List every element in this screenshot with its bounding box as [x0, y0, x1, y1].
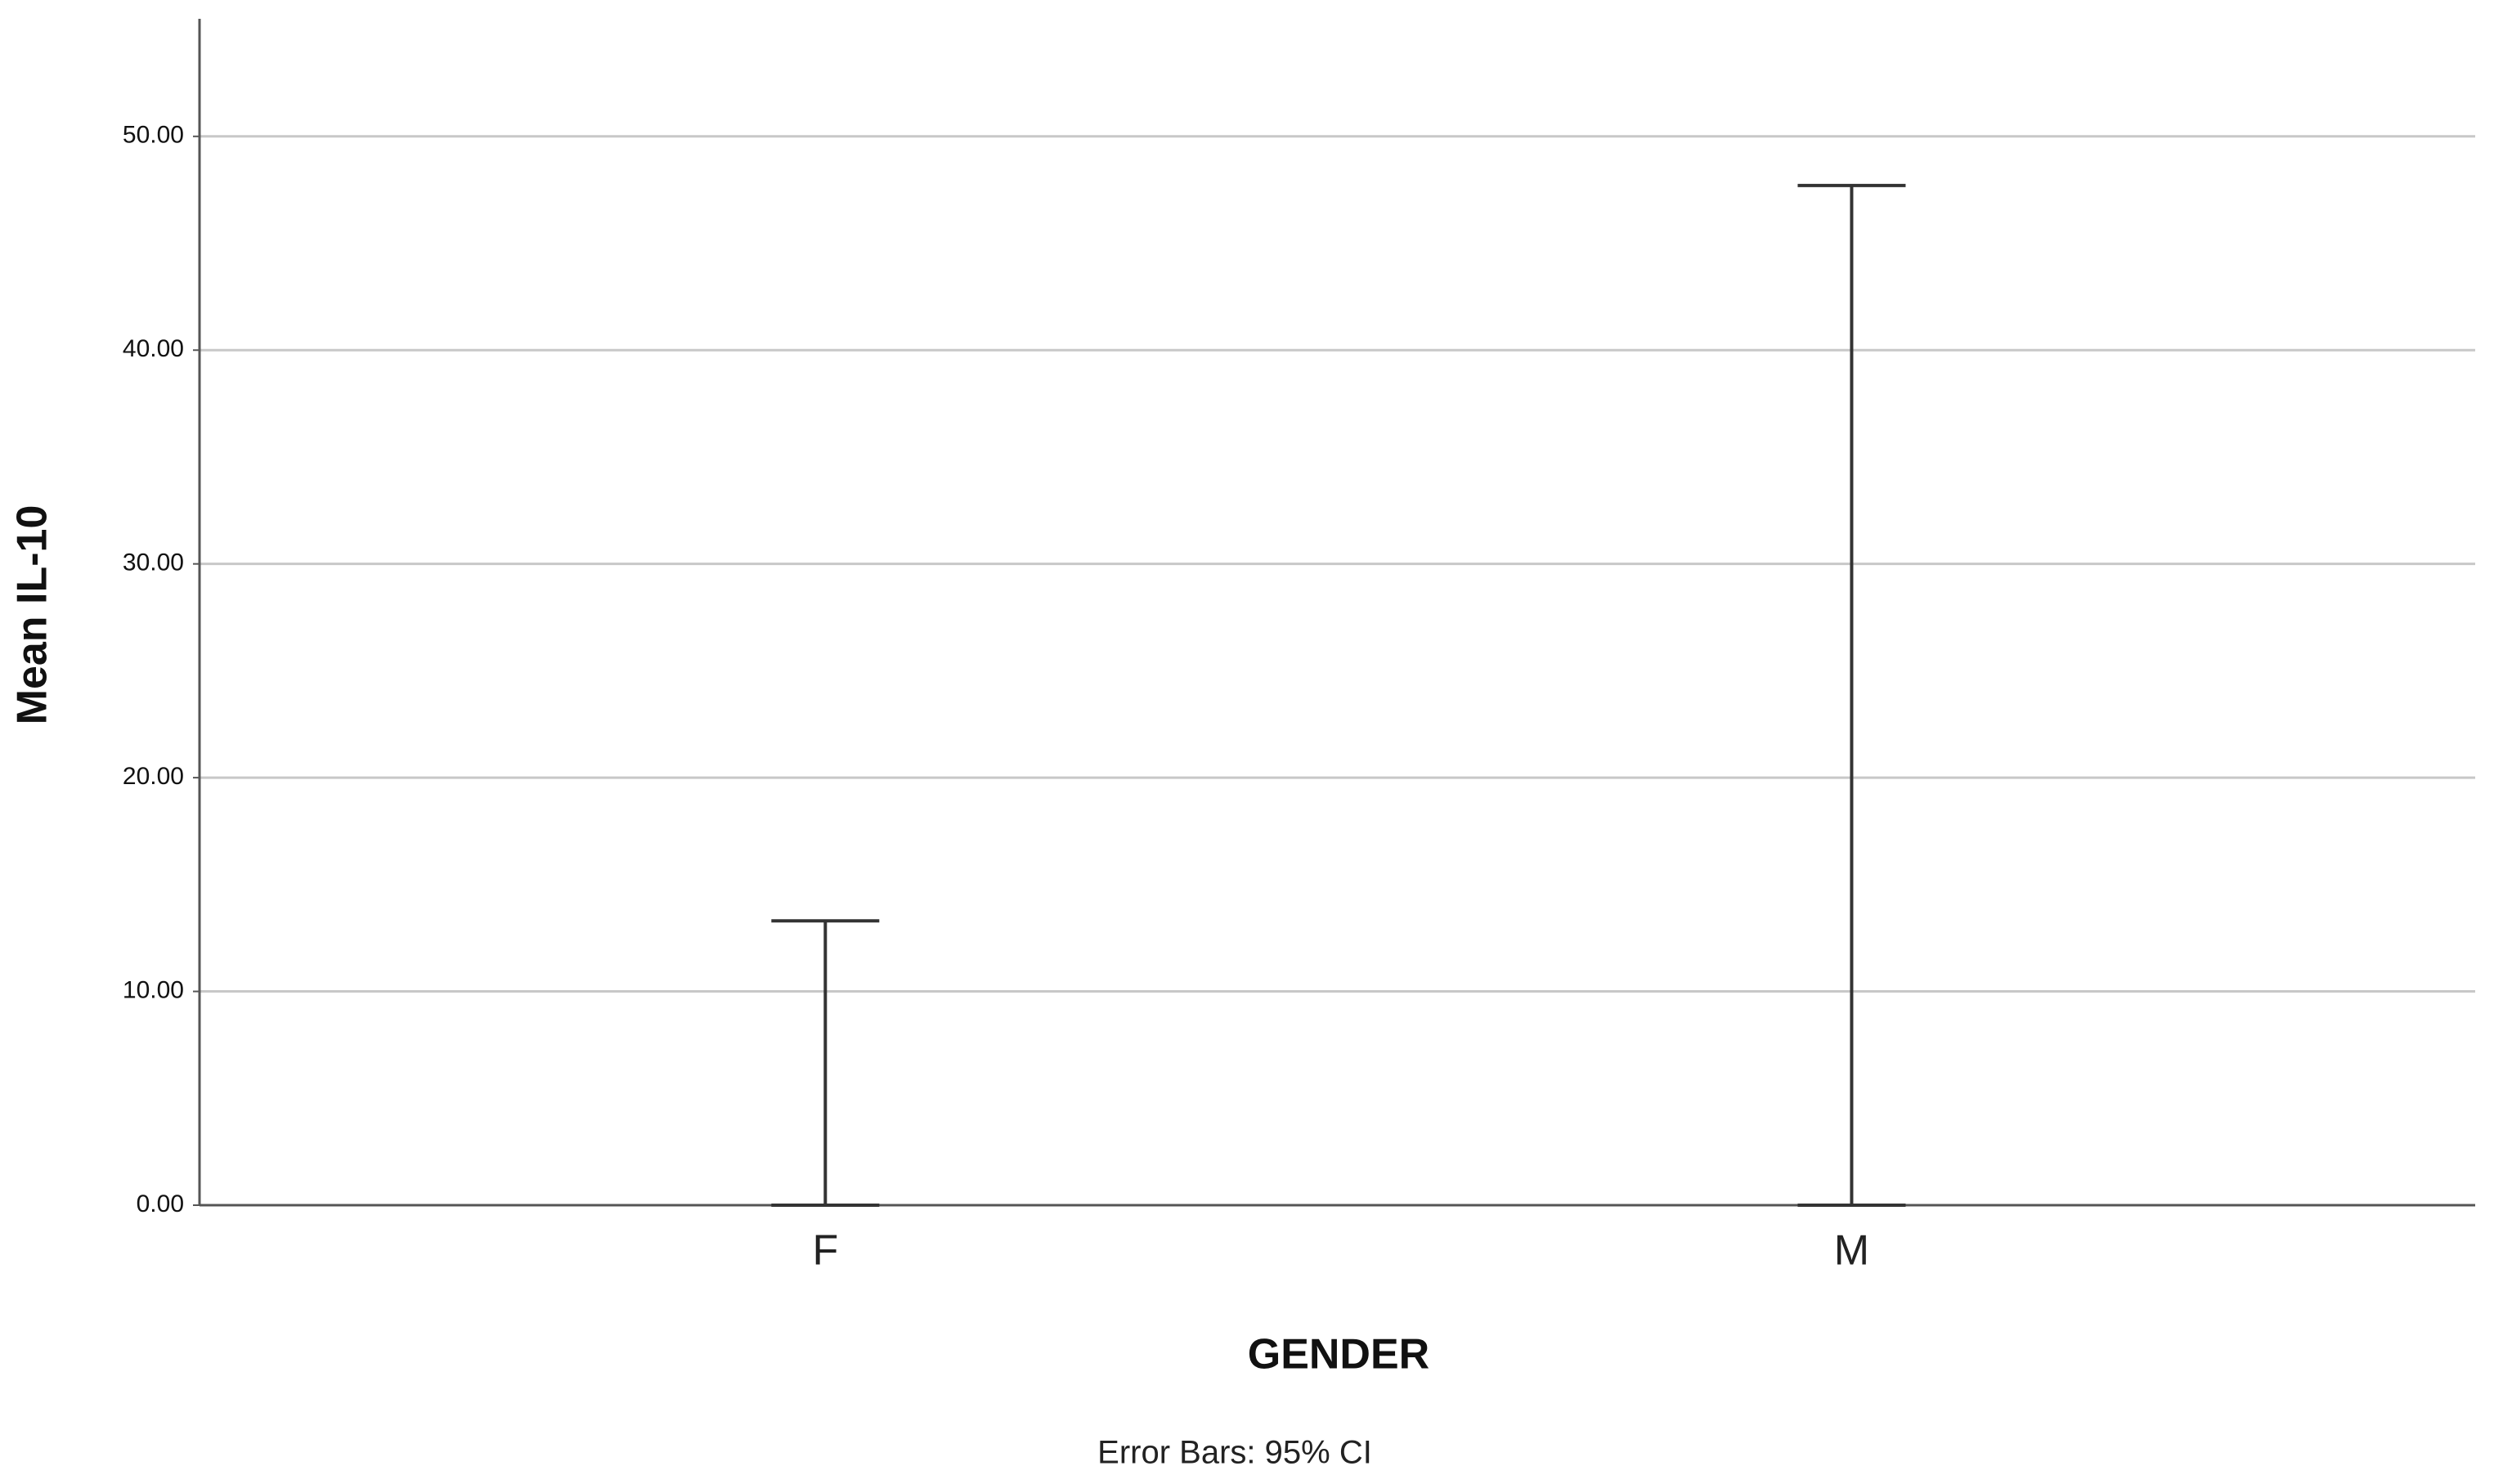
x-tick-label: F	[812, 1227, 838, 1275]
x-axis-title: GENDER	[1248, 1331, 1429, 1379]
footnote: Error Bars: 95% CI	[1097, 1435, 1372, 1471]
y-tick-label: 50.00	[123, 122, 184, 149]
y-tick-label: 20.00	[123, 763, 184, 790]
y-axis-title: Mean IL-10	[9, 505, 56, 725]
y-tick-label: 40.00	[123, 335, 184, 362]
y-tick-label: 30.00	[123, 549, 184, 576]
y-tick-label: 10.00	[123, 976, 184, 1003]
y-tick-label: 0.00	[137, 1190, 184, 1217]
x-tick-label: M	[1834, 1227, 1869, 1275]
